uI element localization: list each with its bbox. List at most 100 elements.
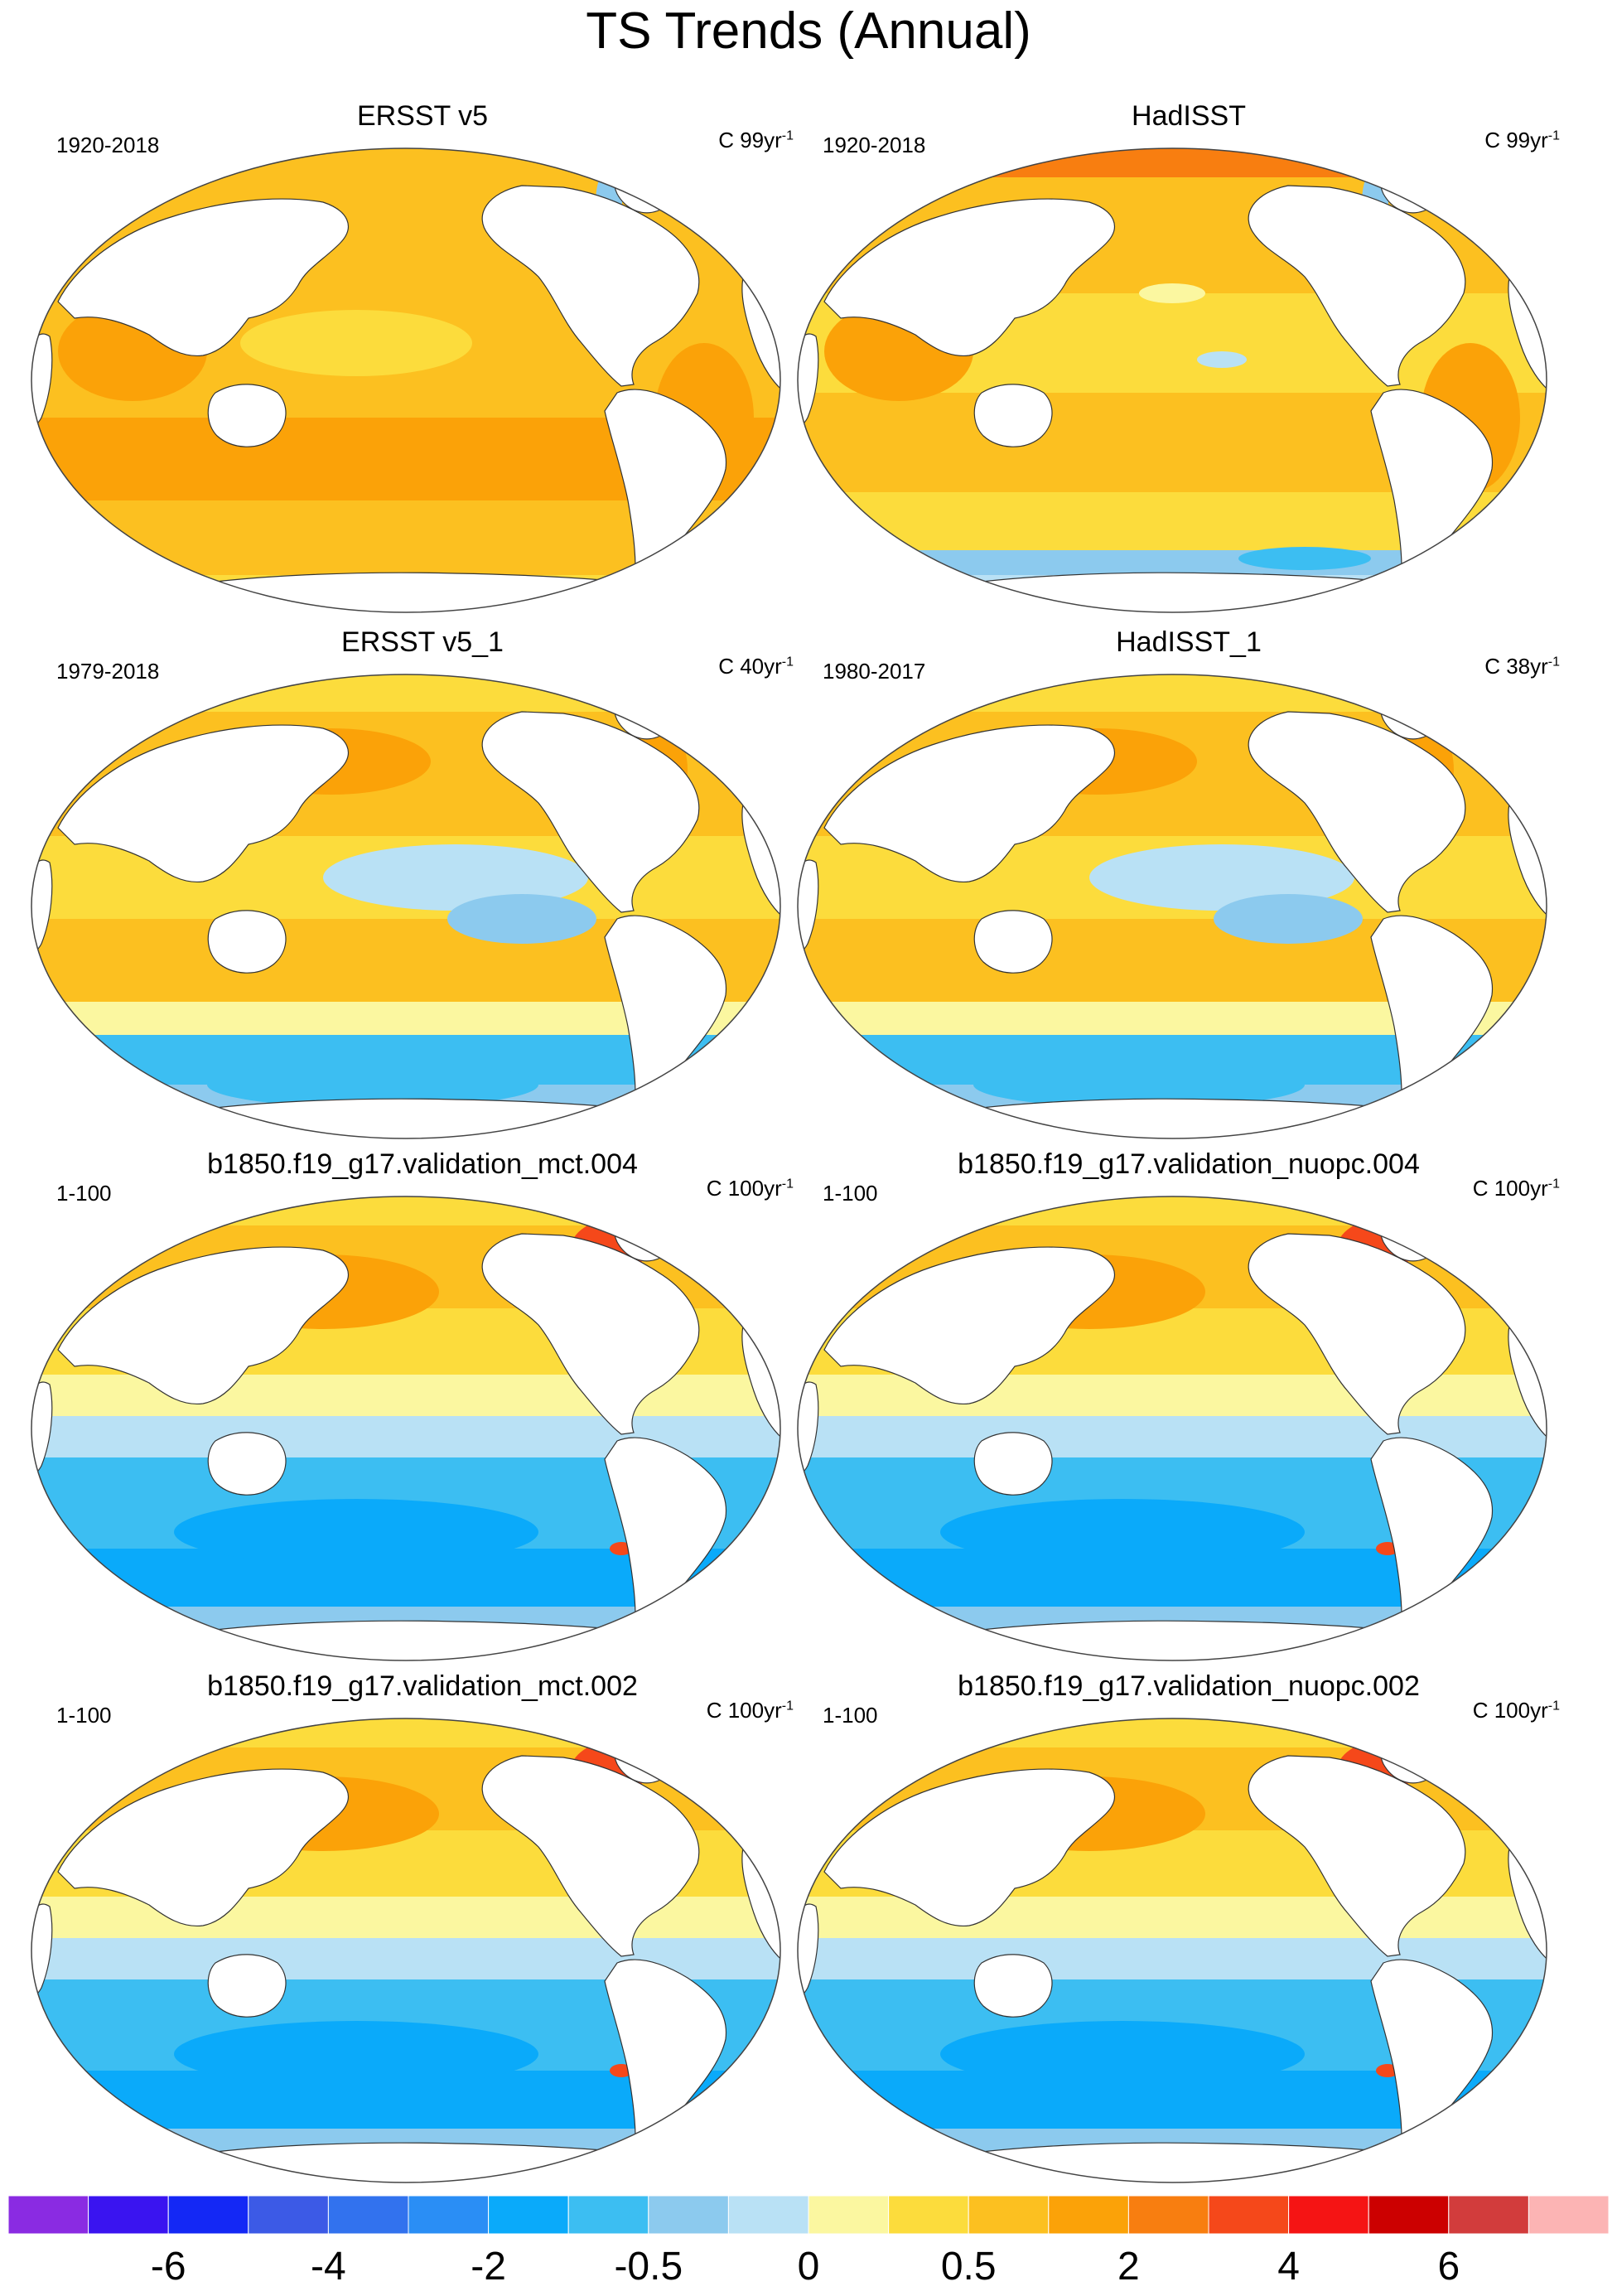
map-border: [797, 674, 1547, 1139]
map-border: [797, 147, 1547, 613]
land-antarctica: [148, 1098, 730, 1138]
colorbar-tick-label: 6: [1437, 2245, 1460, 2289]
map-panel: b1850.f19_g17.validation_nuopc.004 1-100 C…: [791, 1148, 1586, 1678]
panel-units: C 38yr-1: [1484, 654, 1560, 679]
map-panel: ERSST v5_1 1979-2018 C 40yr-1: [25, 626, 820, 1156]
panel-units: C 99yr-1: [718, 128, 794, 152]
map-border: [797, 1718, 1547, 2183]
colorbar-box: [327, 2195, 409, 2235]
map-border: [31, 147, 781, 613]
land-northAmerica: [481, 185, 700, 387]
colorbar-box: [888, 2195, 969, 2235]
colorbar-box: [808, 2195, 890, 2235]
panel-period: 1-100: [56, 1703, 112, 1728]
trend-anomaly: [973, 1061, 1305, 1108]
colorbar-box: [968, 2195, 1050, 2235]
trend-anomaly: [940, 2021, 1305, 2087]
panel-units: C 40yr-1: [718, 654, 794, 679]
trend-anomaly: [240, 310, 472, 376]
land-australia: [207, 1954, 287, 2018]
panel-title: HadISST_1: [1116, 626, 1262, 658]
panel-title: HadISST: [1132, 100, 1246, 132]
panel-title: b1850.f19_g17.validation_nuopc.002: [958, 1670, 1420, 1702]
land-australia: [207, 910, 287, 974]
land-australia: [207, 384, 287, 447]
land-asia: [57, 724, 349, 883]
panel-period: 1-100: [56, 1181, 112, 1206]
colorbar-tick-label: 4: [1277, 2245, 1300, 2289]
colorbar-tick-label: -2: [471, 2245, 506, 2289]
trend-band: [31, 1196, 780, 1225]
map-panel: HadISST_1 1980-2017 C 38yr-1: [791, 626, 1586, 1156]
colorbar-box: [1208, 2195, 1290, 2235]
trend-anomaly: [447, 894, 596, 944]
land-australia: [973, 910, 1053, 974]
land-northAmerica: [1248, 1233, 1466, 1435]
trend-anomaly: [174, 2021, 538, 2087]
land-antarctica: [148, 2142, 730, 2182]
colorbar-tick-label: -4: [311, 2245, 346, 2289]
trend-anomaly: [174, 1499, 538, 1565]
trend-anomaly: [1214, 894, 1363, 944]
trend-anomaly: [1006, 310, 1238, 376]
panel-title: ERSST v5_1: [341, 626, 504, 658]
land-australia: [973, 384, 1053, 447]
map-panel: b1850.f19_g17.validation_mct.004 1-100 C 1…: [25, 1148, 820, 1678]
panel-period: 1-100: [823, 1703, 878, 1728]
colorbar: [7, 2195, 1610, 2238]
land-asia: [823, 724, 1115, 883]
land-antarctica: [148, 572, 730, 612]
panel-title: ERSST v5: [356, 100, 489, 132]
colorbar-box: [1048, 2195, 1129, 2235]
colorbar-box: [167, 2195, 249, 2235]
colorbar-box: [1288, 2195, 1369, 2235]
trend-band: [31, 148, 780, 194]
land-asia: [57, 198, 349, 357]
land-antarctica: [915, 2142, 1496, 2182]
trend-band: [798, 550, 1547, 575]
land-asia: [823, 1768, 1115, 1927]
panel-period: 1-100: [823, 1181, 878, 1206]
panel-period: 1979-2018: [56, 659, 160, 684]
map-panel: HadISST 1920-2018 C 99yr-1: [791, 99, 1586, 630]
map-panel: b1850.f19_g17.validation_mct.002 1-100 C 1…: [25, 1670, 820, 2200]
map-border: [31, 1196, 781, 1661]
trend-band: [31, 674, 780, 712]
trend-band: [31, 1718, 780, 1747]
land-northAmerica: [1248, 185, 1466, 387]
colorbar-box: [248, 2195, 329, 2235]
map-border: [31, 1718, 781, 2183]
trend-band: [798, 674, 1547, 712]
map-panel: b1850.f19_g17.validation_nuopc.002 1-100 C…: [791, 1670, 1586, 2200]
trend-anomaly: [1139, 283, 1205, 303]
trend-anomaly: [940, 1499, 1305, 1565]
figure-title: TS Trends (Annual): [586, 2, 1031, 60]
land-antarctica: [148, 1620, 730, 1660]
trend-map: [797, 1196, 1547, 1661]
colorbar-box: [88, 2195, 169, 2235]
colorbar-box: [648, 2195, 729, 2235]
colorbar-tick-label: -6: [150, 2245, 186, 2289]
panel-title: b1850.f19_g17.validation_mct.004: [207, 1148, 638, 1180]
trend-band: [31, 1897, 780, 1938]
map-border: [797, 1196, 1547, 1661]
panel-period: 1980-2017: [823, 659, 926, 684]
trend-band: [798, 1375, 1547, 1416]
colorbar-box: [727, 2195, 809, 2235]
land-northAmerica: [1248, 1755, 1466, 1957]
panel-period: 1920-2018: [823, 133, 926, 157]
land-asia: [823, 1246, 1115, 1405]
colorbar-tick-label: 2: [1117, 2245, 1140, 2289]
panel-units: C 100yr-1: [706, 1176, 794, 1201]
trend-map: [797, 674, 1547, 1139]
trend-band: [798, 1196, 1547, 1225]
land-antarctica: [915, 1620, 1496, 1660]
panel-units: C 99yr-1: [1484, 128, 1560, 152]
trend-band: [798, 1718, 1547, 1747]
panel-period: 1920-2018: [56, 133, 160, 157]
colorbar-box: [1127, 2195, 1209, 2235]
trend-anomaly: [207, 1061, 538, 1108]
colorbar-tick-label: 0: [797, 2245, 820, 2289]
colorbar-box: [488, 2195, 569, 2235]
land-northAmerica: [481, 1755, 700, 1957]
